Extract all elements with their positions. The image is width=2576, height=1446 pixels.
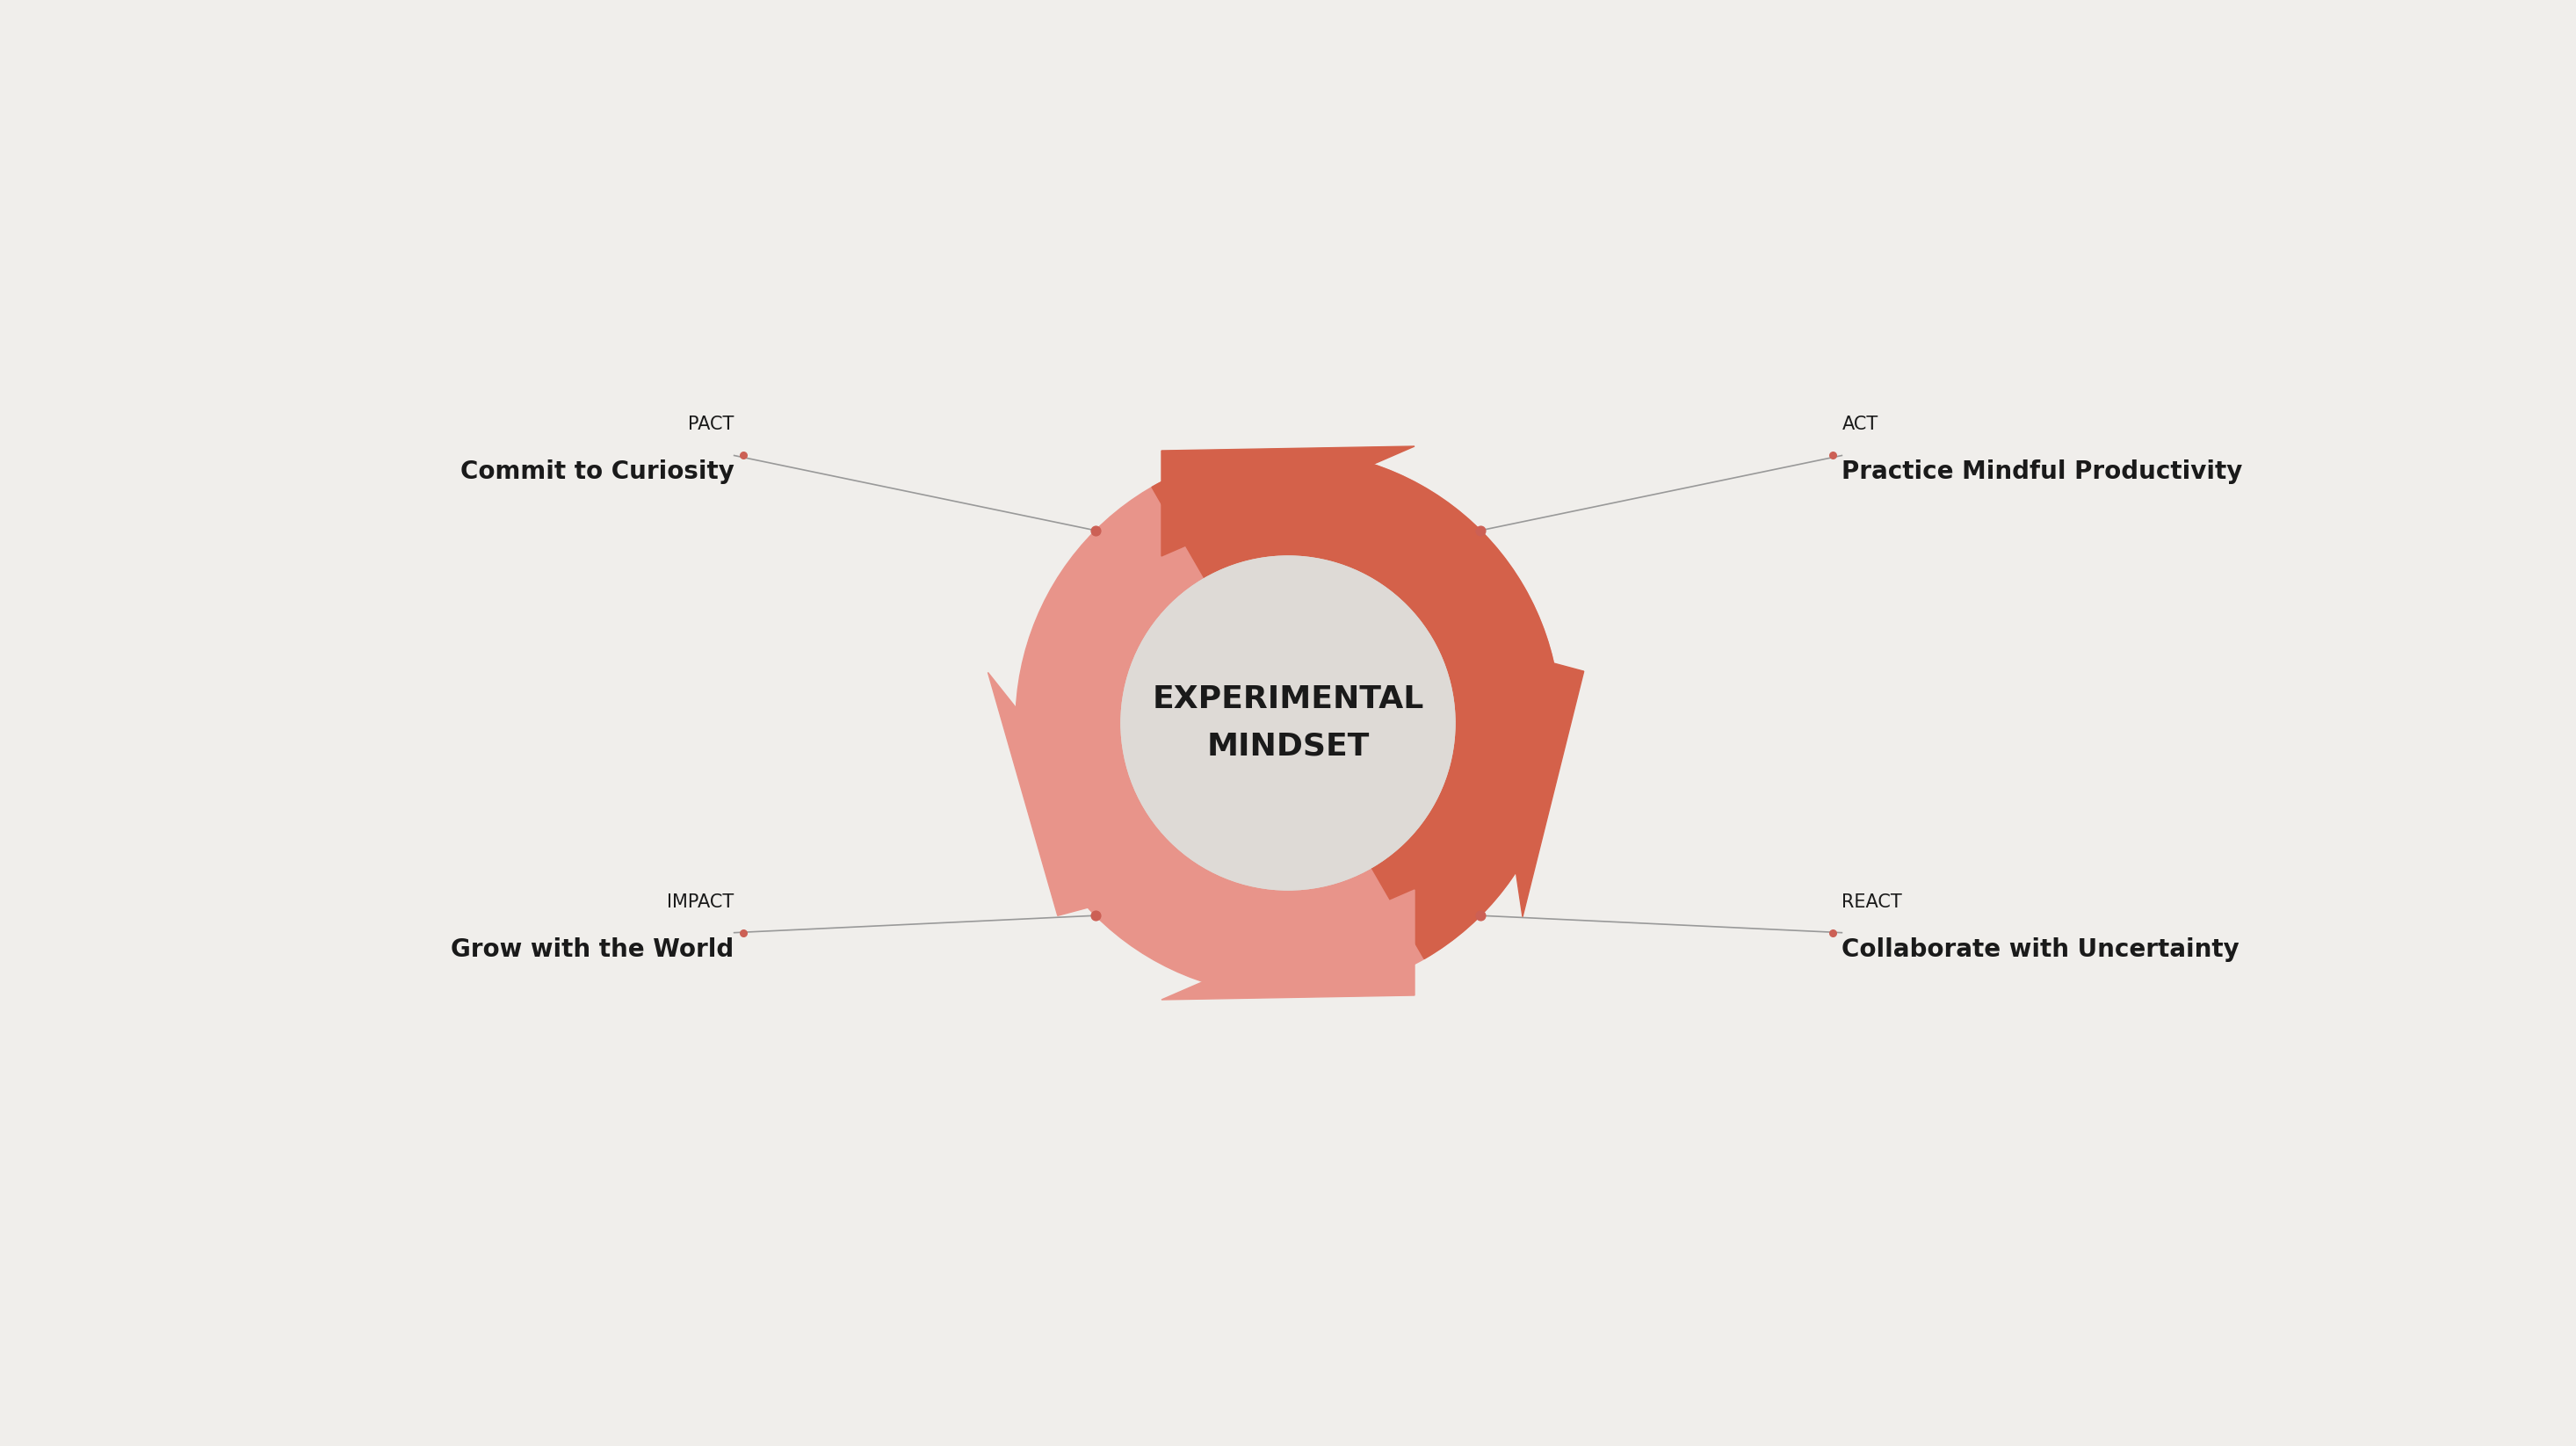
Circle shape <box>1121 557 1455 889</box>
Text: REACT: REACT <box>1842 894 1901 911</box>
Point <box>1811 444 1852 467</box>
Text: EXPERIMENTAL: EXPERIMENTAL <box>1151 684 1425 714</box>
Wedge shape <box>1206 557 1455 868</box>
Text: MINDSET: MINDSET <box>1206 732 1370 762</box>
Point <box>1811 921 1852 944</box>
Text: ACT: ACT <box>1842 416 1878 434</box>
Point <box>1461 904 1502 927</box>
Text: Collaborate with Uncertainty: Collaborate with Uncertainty <box>1842 937 2239 962</box>
Point <box>724 921 765 944</box>
Text: Grow with the World: Grow with the World <box>451 937 734 962</box>
Point <box>724 444 765 467</box>
Circle shape <box>1121 557 1455 889</box>
Circle shape <box>1015 451 1561 995</box>
Polygon shape <box>989 672 1159 915</box>
Text: Practice Mindful Productivity: Practice Mindful Productivity <box>1842 460 2244 484</box>
Point <box>1074 904 1115 927</box>
Text: Commit to Curiosity: Commit to Curiosity <box>461 460 734 484</box>
Point <box>1074 519 1115 542</box>
Polygon shape <box>1162 889 1414 999</box>
Circle shape <box>1121 557 1455 889</box>
Point <box>1461 519 1502 542</box>
Wedge shape <box>1151 451 1561 959</box>
Text: IMPACT: IMPACT <box>667 894 734 911</box>
Polygon shape <box>1481 643 1584 917</box>
Text: PACT: PACT <box>688 416 734 434</box>
Polygon shape <box>1162 447 1414 557</box>
